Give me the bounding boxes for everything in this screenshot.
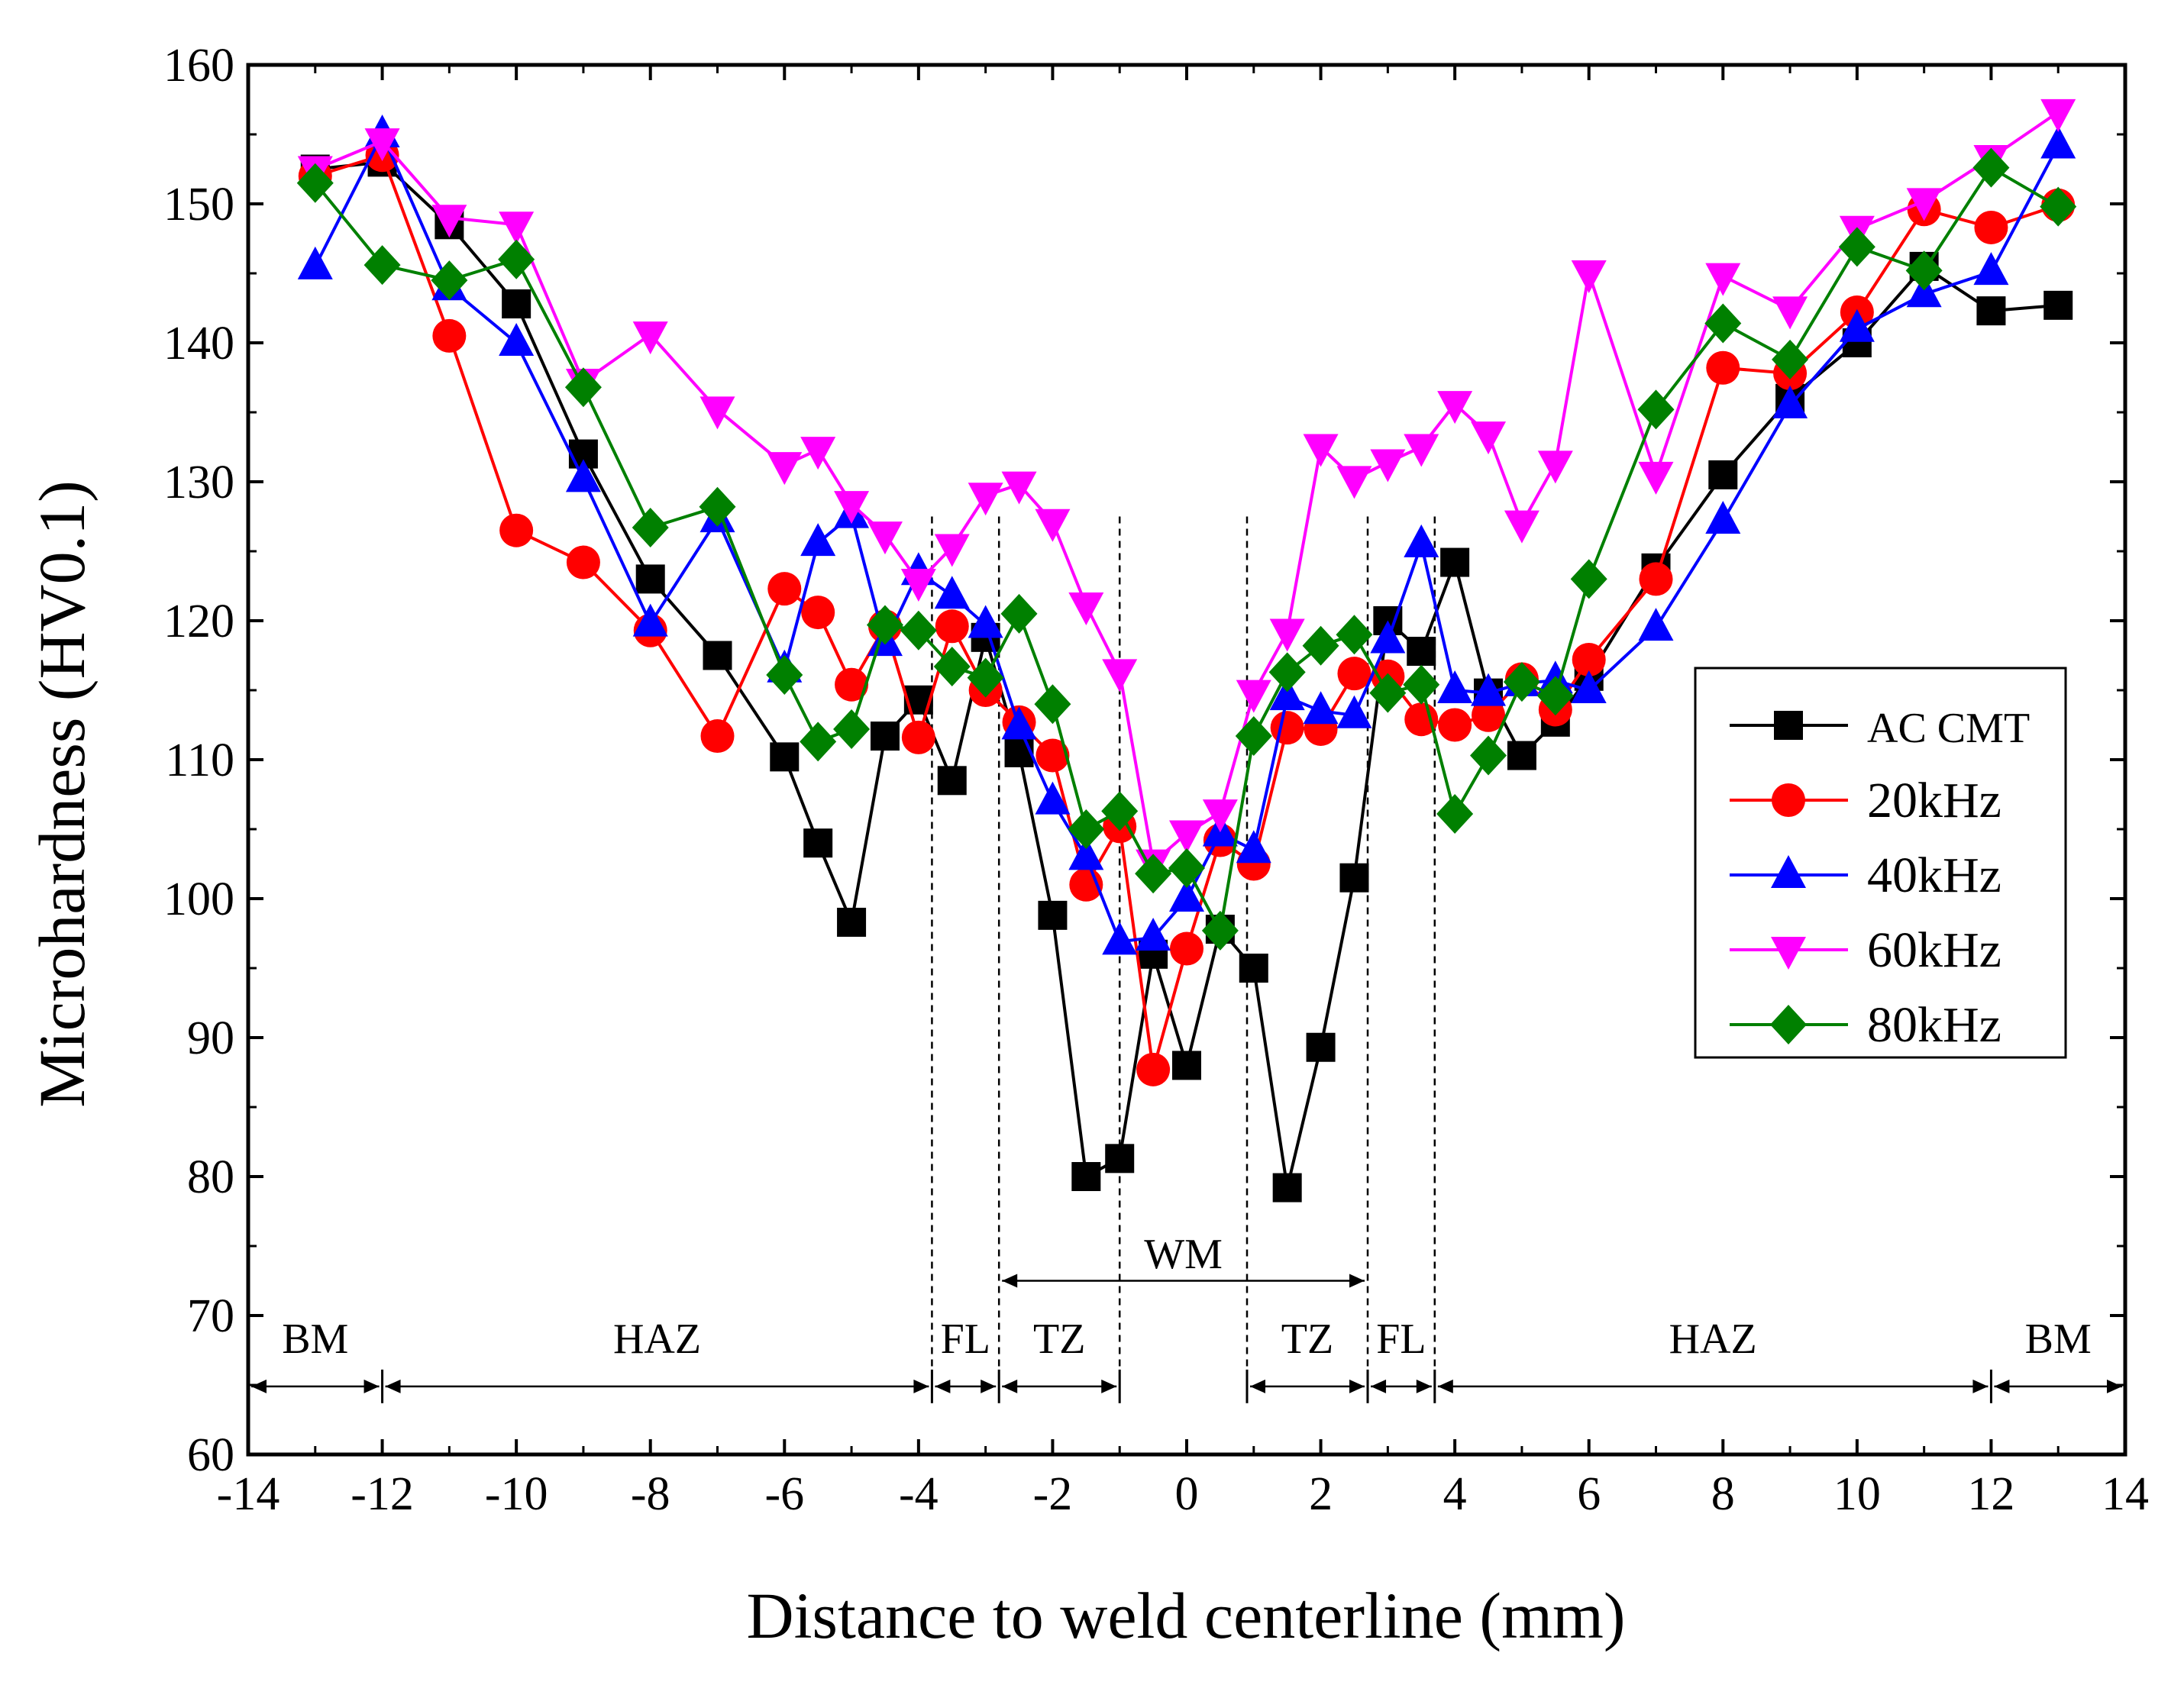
data-point-square bbox=[871, 722, 900, 751]
y-tick-label: 70 bbox=[187, 1290, 234, 1342]
y-axis-label: Microhardness (HV0.1) bbox=[25, 480, 99, 1108]
x-tick-label: -2 bbox=[1033, 1468, 1073, 1520]
data-point-square bbox=[502, 289, 531, 318]
data-point-square bbox=[1105, 1144, 1134, 1173]
y-tick-label: 130 bbox=[163, 457, 234, 508]
x-tick-label: 14 bbox=[2102, 1468, 2149, 1520]
data-point-square bbox=[1440, 548, 1469, 577]
zone-label: BM bbox=[2025, 1316, 2092, 1363]
data-point-square bbox=[1071, 1162, 1100, 1191]
data-point-circle bbox=[902, 721, 935, 754]
data-point-square bbox=[1976, 296, 2005, 325]
legend-label: 20kHz bbox=[1867, 773, 2001, 828]
data-point-square bbox=[803, 828, 832, 857]
zone-label: FL bbox=[1376, 1316, 1426, 1363]
data-point-square bbox=[1239, 954, 1268, 983]
y-tick-label: 90 bbox=[187, 1012, 234, 1064]
data-point-circle bbox=[767, 572, 801, 605]
legend-label: 40kHz bbox=[1867, 847, 2001, 903]
data-point-square bbox=[636, 564, 665, 593]
data-point-square bbox=[1172, 1051, 1201, 1080]
zone-label: TZ bbox=[1033, 1316, 1085, 1363]
data-point-circle bbox=[935, 609, 969, 643]
y-tick-label: 160 bbox=[163, 40, 234, 92]
legend-label: AC CMT bbox=[1867, 705, 2030, 752]
zone-label: HAZ bbox=[613, 1316, 701, 1363]
data-point-circle bbox=[1640, 562, 1673, 596]
data-point-square bbox=[1038, 901, 1067, 930]
data-point-square bbox=[1273, 1174, 1302, 1203]
y-tick-label: 80 bbox=[187, 1151, 234, 1203]
x-tick-label: 8 bbox=[1711, 1468, 1735, 1520]
data-point-square bbox=[2043, 291, 2073, 320]
y-tick-label: 110 bbox=[165, 734, 234, 786]
data-point-square bbox=[1507, 741, 1536, 770]
legend: AC CMT 20kHz 40kHz 60kHz 80kHz bbox=[1695, 668, 2066, 1057]
legend-label: 80kHz bbox=[1867, 997, 2001, 1053]
data-point-circle bbox=[567, 546, 600, 579]
data-point-circle bbox=[1706, 351, 1740, 385]
data-point-square bbox=[1708, 460, 1737, 489]
data-point-square bbox=[938, 766, 967, 795]
y-tick-label: 140 bbox=[163, 318, 234, 370]
data-point-circle bbox=[1136, 1053, 1170, 1086]
y-tick-label: 100 bbox=[163, 873, 234, 925]
wm-label: WM bbox=[1144, 1231, 1223, 1278]
data-point-circle bbox=[1772, 783, 1805, 817]
data-point-square bbox=[1407, 637, 1436, 666]
x-axis-label: Distance to weld centerline (mm) bbox=[746, 1579, 1625, 1652]
y-tick-label: 150 bbox=[163, 179, 234, 231]
data-point-circle bbox=[1271, 711, 1304, 744]
data-point-square bbox=[770, 742, 799, 771]
x-tick-label: 2 bbox=[1309, 1468, 1333, 1520]
data-point-circle bbox=[1170, 932, 1203, 966]
data-point-square bbox=[1339, 864, 1368, 893]
legend-label: 60kHz bbox=[1867, 922, 2001, 978]
x-tick-label: 0 bbox=[1175, 1468, 1199, 1520]
zone-label: BM bbox=[282, 1316, 348, 1363]
x-tick-label: -6 bbox=[764, 1468, 804, 1520]
y-tick-label: 60 bbox=[187, 1429, 234, 1481]
zone-label: TZ bbox=[1281, 1316, 1333, 1363]
data-point-square bbox=[703, 641, 732, 670]
data-point-circle bbox=[432, 319, 466, 353]
microhardness-chart: BM HAZ FL TZ TZ FL HAZ BMWM -14 -12 -10 -8 -6 -4 -2 0 2… bbox=[0, 0, 2184, 1682]
data-point-square bbox=[837, 908, 866, 937]
zone-label: FL bbox=[941, 1316, 990, 1363]
data-point-square bbox=[1774, 711, 1803, 740]
x-tick-label: 6 bbox=[1577, 1468, 1601, 1520]
x-tick-label: -8 bbox=[631, 1468, 670, 1520]
data-point-circle bbox=[701, 719, 735, 753]
x-tick-label: -10 bbox=[485, 1468, 548, 1520]
y-tick-label: 120 bbox=[163, 596, 234, 647]
x-tick-label: -12 bbox=[351, 1468, 414, 1520]
x-tick-label: 10 bbox=[1833, 1468, 1881, 1520]
x-tick-label: 12 bbox=[1967, 1468, 2014, 1520]
data-point-circle bbox=[499, 514, 533, 547]
data-point-circle bbox=[1438, 709, 1472, 742]
data-point-circle bbox=[801, 596, 835, 629]
data-point-square bbox=[1307, 1033, 1336, 1062]
x-tick-label: -4 bbox=[899, 1468, 939, 1520]
zone-label: HAZ bbox=[1669, 1316, 1757, 1363]
data-point-circle bbox=[1974, 211, 2008, 244]
x-tick-label: 4 bbox=[1443, 1468, 1467, 1520]
